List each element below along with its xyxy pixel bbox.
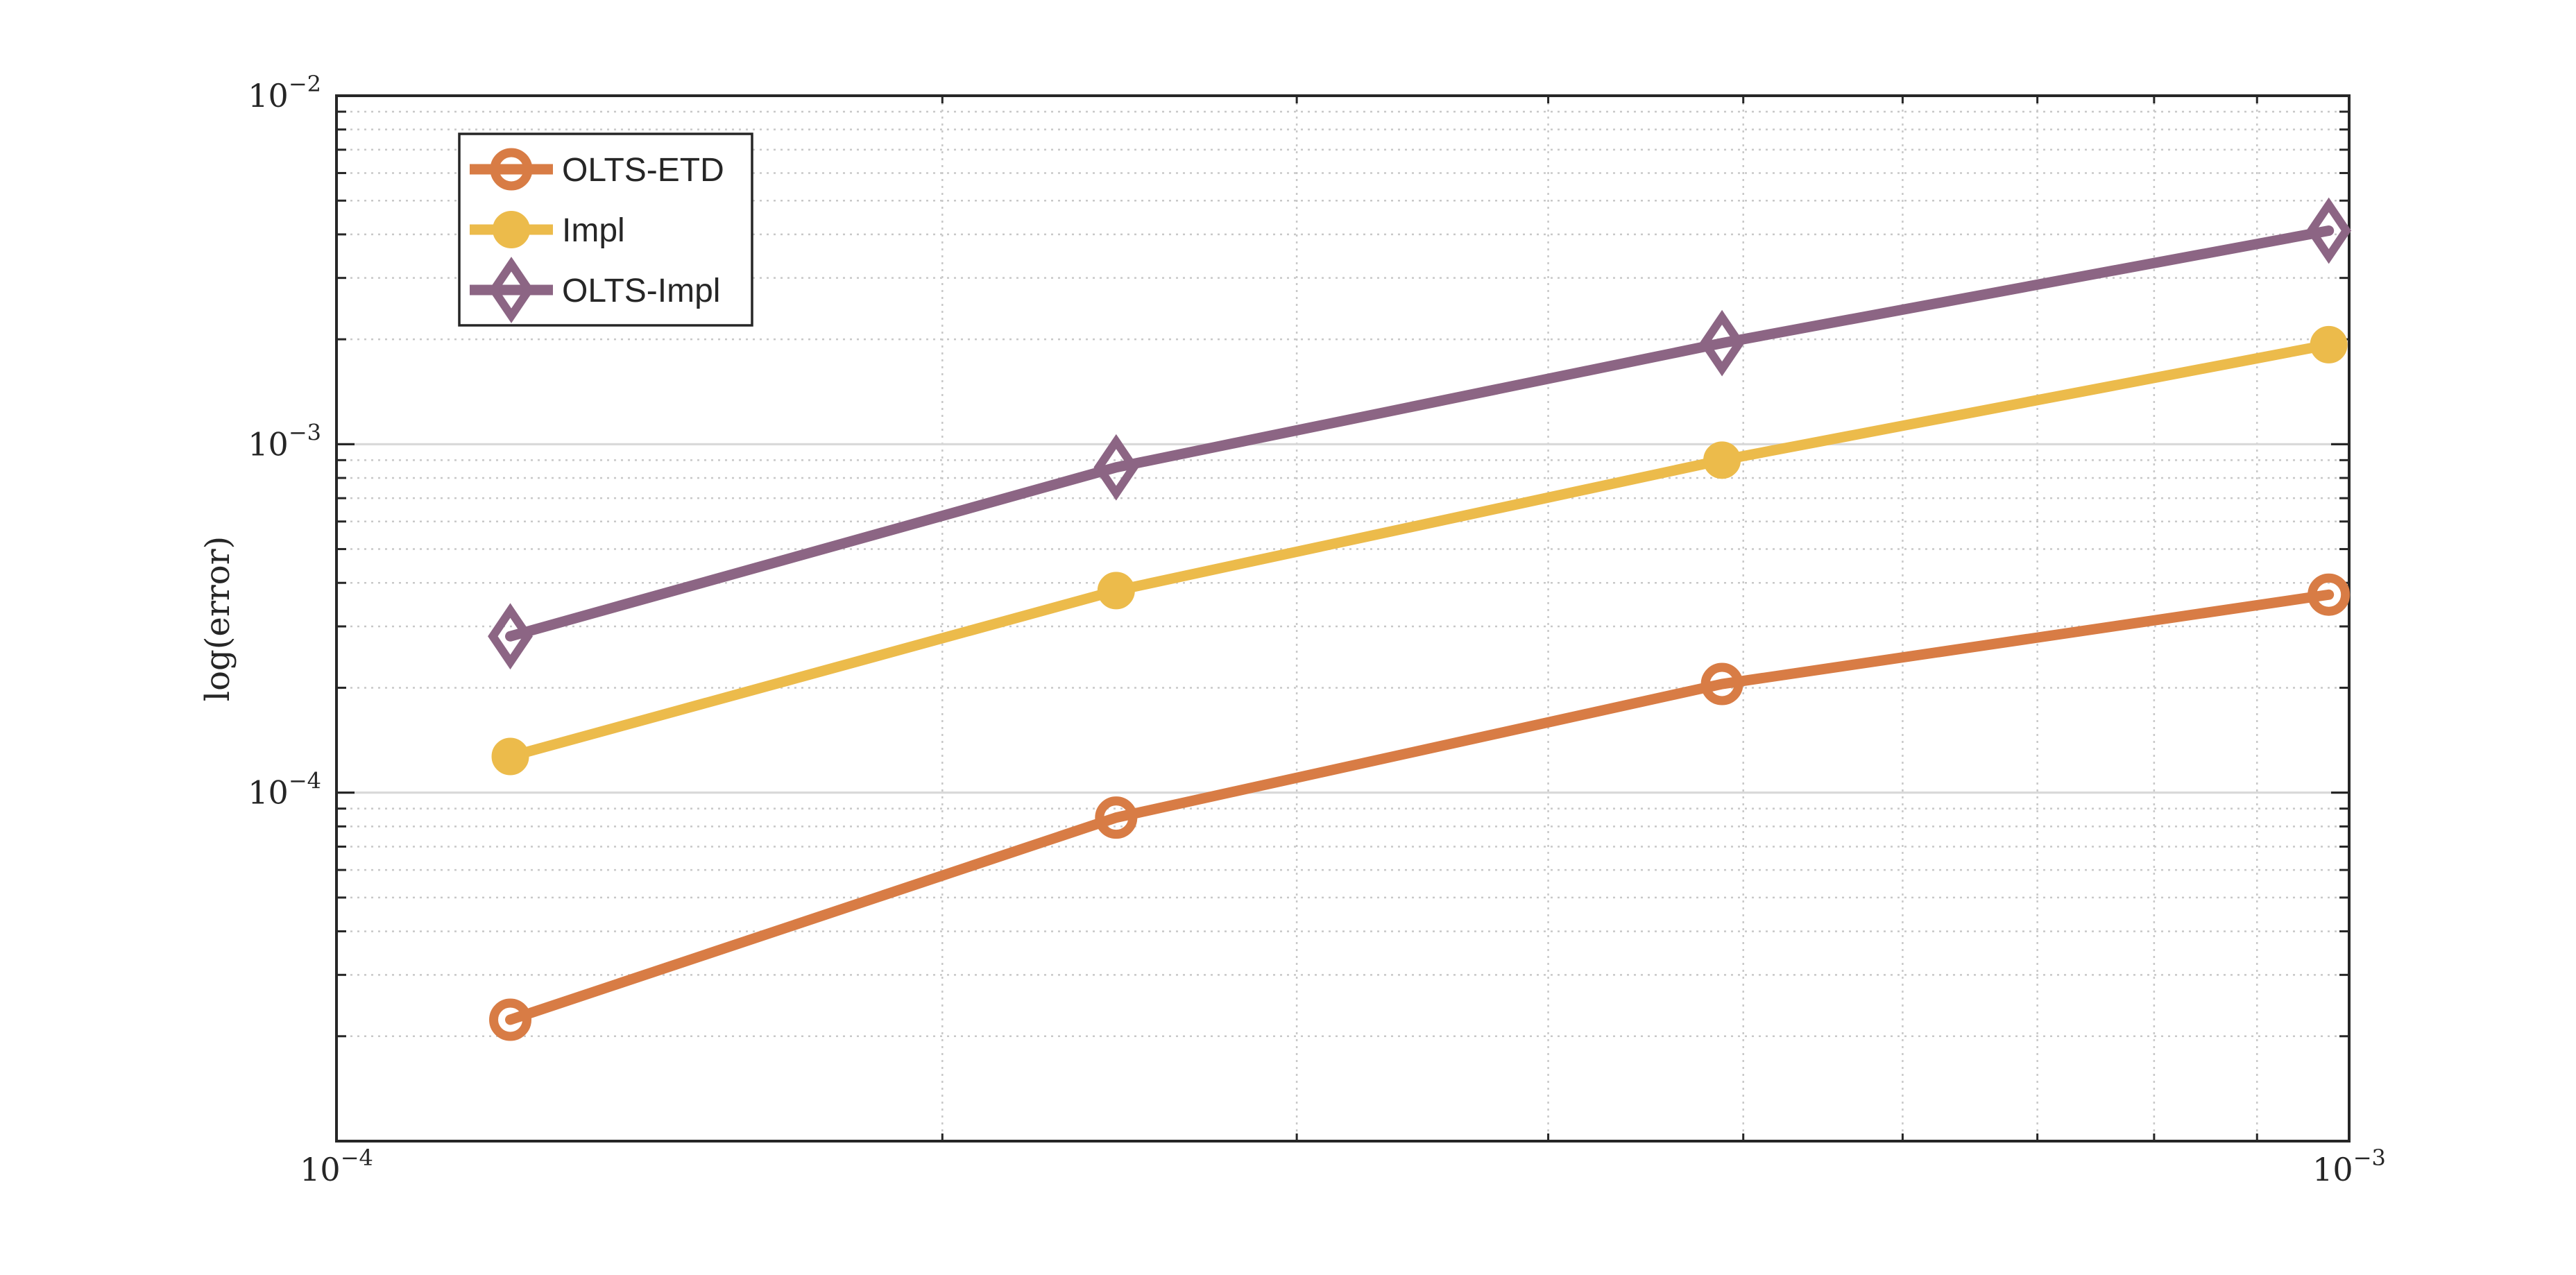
- data-point-impl: [1097, 572, 1135, 610]
- series-line-olts-impl: [505, 225, 2335, 642]
- data-point-olts-etd: [489, 998, 532, 1041]
- legend-label-impl: Impl: [562, 212, 625, 249]
- data-point-olts-impl: [1093, 434, 1139, 501]
- x-tick-label: 10−4: [300, 1145, 373, 1188]
- x-tick-label: 10−3: [2312, 1145, 2386, 1188]
- data-point-impl: [2310, 325, 2348, 363]
- series-line-olts-etd: [505, 589, 2335, 1025]
- y-axis-label: log(error): [198, 536, 237, 702]
- grid-layer: [336, 96, 2349, 1141]
- legend: OLTS-ETD Impl OLTS-Impl: [458, 132, 753, 327]
- legend-label-olts-etd: OLTS-ETD: [562, 152, 724, 189]
- data-point-olts-impl: [488, 603, 533, 670]
- data-point-impl: [1703, 441, 1741, 479]
- data-point-olts-etd: [1095, 796, 1138, 839]
- legend-marker-olts-impl: [488, 257, 534, 323]
- data-point-olts-impl: [2306, 197, 2352, 264]
- data-point-olts-etd: [2308, 573, 2351, 616]
- series-layer: [488, 197, 2352, 1041]
- plot-area-frame: [335, 94, 2351, 1143]
- y-tick-label: 10−2: [248, 71, 321, 114]
- legend-marker-olts-etd: [490, 148, 533, 191]
- data-point-olts-impl: [1699, 309, 1745, 377]
- series-line-impl: [505, 339, 2335, 762]
- axis-labels: log(error) 10−4 10−3 10−4 10−3 10−2: [198, 71, 2386, 1188]
- legend-label-olts-impl: OLTS-Impl: [562, 273, 720, 309]
- y-tick-label: 10−4: [248, 768, 321, 812]
- data-point-impl: [491, 737, 529, 776]
- y-tick-label: 10−3: [248, 419, 321, 463]
- data-point-olts-etd: [1700, 662, 1743, 705]
- legend-marker-impl: [493, 211, 530, 248]
